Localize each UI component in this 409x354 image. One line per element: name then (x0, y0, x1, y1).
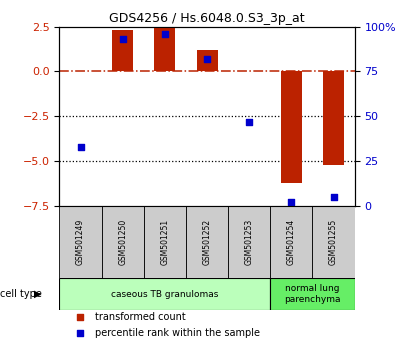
Text: ▶: ▶ (34, 289, 41, 299)
Point (203, 56, 210, 62)
Bar (59, 278, 270, 310)
Bar (227, 206, 270, 278)
Point (245, 119, 252, 125)
Text: GSM501249: GSM501249 (76, 219, 85, 265)
Bar (154, 28, 175, 72)
Point (76, 331, 83, 336)
Text: GSM501252: GSM501252 (202, 219, 211, 265)
Text: GSM501255: GSM501255 (328, 219, 337, 265)
Point (119, 36, 126, 42)
Text: GSM501254: GSM501254 (286, 219, 295, 265)
Bar (270, 206, 312, 278)
Title: GDS4256 / Hs.6048.0.S3_3p_at: GDS4256 / Hs.6048.0.S3_3p_at (109, 12, 304, 25)
Text: caseous TB granulomas: caseous TB granulomas (111, 290, 218, 299)
Bar (196, 50, 217, 72)
Point (288, 200, 294, 205)
Point (330, 194, 336, 200)
Bar (322, 72, 343, 165)
Text: GSM501250: GSM501250 (118, 219, 127, 265)
Text: percentile rank within the sample: percentile rank within the sample (94, 329, 259, 338)
Text: GSM501251: GSM501251 (160, 219, 169, 265)
Text: normal lung
parenchyma: normal lung parenchyma (283, 285, 340, 304)
Text: cell type: cell type (0, 289, 42, 299)
Bar (144, 206, 186, 278)
Point (77, 144, 83, 150)
Bar (270, 278, 354, 310)
Bar (186, 206, 227, 278)
Bar (312, 206, 354, 278)
Bar (59, 206, 101, 278)
Bar (280, 72, 301, 183)
Bar (101, 206, 144, 278)
Bar (112, 30, 133, 72)
Text: GSM501253: GSM501253 (244, 219, 253, 265)
Point (76, 314, 83, 320)
Point (161, 31, 168, 36)
Text: transformed count: transformed count (94, 312, 185, 322)
